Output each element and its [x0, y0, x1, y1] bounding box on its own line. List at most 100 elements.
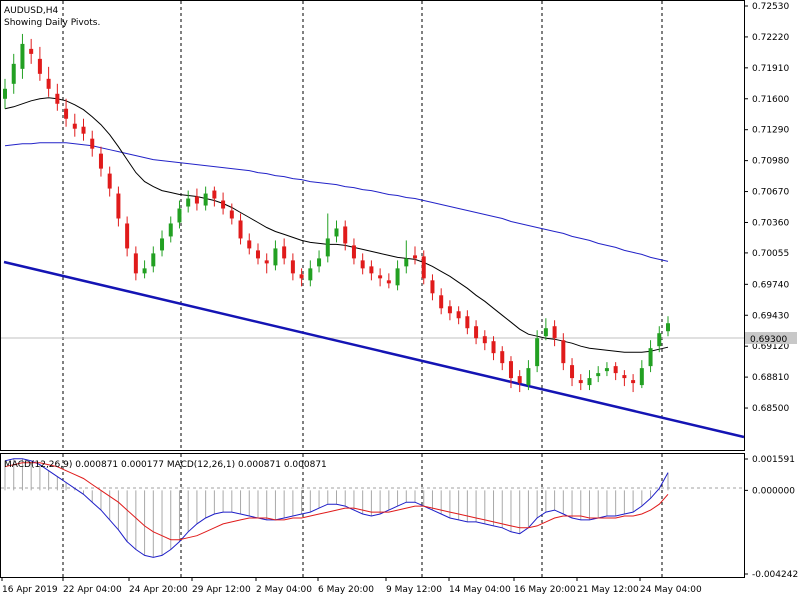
support-trendline	[3, 260, 745, 439]
candle-body	[648, 348, 653, 367]
time-tick-label: 22 Apr 04:00	[63, 585, 122, 595]
candle-body	[64, 108, 69, 119]
candle-body	[282, 246, 287, 259]
candle-body	[37, 58, 42, 74]
candle-body	[255, 250, 260, 259]
candle-body	[526, 368, 531, 386]
candle-body	[657, 333, 662, 347]
trendline	[3, 260, 745, 439]
price-tick-label: 0.68500	[752, 404, 789, 414]
candle-body	[596, 373, 601, 377]
candle-body	[133, 253, 138, 274]
candle-body	[474, 326, 479, 339]
candle-body	[55, 93, 60, 104]
candle-body	[273, 248, 278, 266]
candle-body	[561, 340, 566, 364]
time-tick-label: 14 May 04:00	[449, 585, 511, 595]
day-separators	[62, 1, 663, 577]
candle-body	[395, 268, 400, 286]
macd-lines	[4, 458, 669, 558]
candle-body	[613, 366, 618, 374]
price-tick-label: 0.68810	[752, 373, 789, 383]
candle-body	[212, 190, 217, 199]
price-tick-label: 0.72220	[752, 33, 789, 43]
candle-body	[264, 260, 269, 264]
candle-body	[20, 43, 25, 69]
candle-body	[317, 258, 322, 267]
candle-body	[430, 280, 435, 294]
time-tick-label: 2 May 04:00	[256, 585, 312, 595]
candle-body	[3, 88, 7, 99]
candle-body	[456, 311, 461, 319]
candle-body	[578, 380, 583, 384]
candle-body	[622, 375, 627, 379]
moving-average-slow	[4, 142, 669, 262]
candle-body	[343, 226, 348, 244]
price-tick-label: 0.70360	[752, 218, 789, 228]
candle-body	[125, 223, 130, 249]
candle-body	[325, 238, 330, 257]
candles	[3, 33, 670, 393]
candle-body	[587, 378, 592, 386]
candle-body	[151, 253, 156, 267]
candle-body	[535, 338, 540, 367]
candle-body	[482, 336, 487, 344]
price-tick-label: 0.71600	[752, 95, 789, 105]
candle-body	[160, 238, 165, 251]
candle-body	[413, 255, 418, 259]
candle-body	[308, 268, 313, 281]
price-tick-label: 0.70670	[752, 188, 789, 198]
candle-body	[369, 266, 374, 274]
candle-body	[666, 323, 670, 332]
candle-body	[177, 208, 182, 223]
candle-body	[604, 368, 609, 372]
price-tick-label: 0.69120	[752, 342, 789, 352]
ma-fast-line	[4, 97, 669, 353]
candle-body	[552, 326, 557, 339]
candle-body	[186, 198, 191, 207]
candle-body	[116, 193, 121, 219]
candle-body	[631, 380, 636, 384]
candle-body	[386, 280, 391, 284]
candle-body	[194, 196, 199, 204]
current-price-label: 0.69300	[750, 335, 787, 345]
macd-line	[4, 458, 669, 558]
candle-body	[439, 295, 444, 309]
candle-body	[351, 245, 356, 259]
price-axis: 0.72530 0.72220 0.71910 0.71600 0.71290 0.709…	[744, 2, 789, 414]
candle-body	[421, 256, 426, 279]
macd-tick-label: 0.000000	[752, 486, 795, 496]
time-tick-label: 9 May 12:00	[386, 585, 442, 595]
candle-body	[46, 78, 51, 89]
candle-body	[404, 258, 409, 267]
time-tick-label: 21 May 12:00	[577, 585, 639, 595]
time-tick-label: 16 May 20:00	[514, 585, 576, 595]
price-tick-label: 0.71910	[752, 64, 789, 74]
candle-body	[142, 268, 147, 274]
macd-label: MACD(12,26,9) 0.000871 0.000177 MACD(12,…	[4, 460, 327, 470]
time-tick-label: 29 Apr 12:00	[192, 585, 251, 595]
candle-body	[447, 306, 452, 314]
macd-histogram	[4, 458, 669, 558]
candle-body	[508, 361, 513, 379]
chart-subtitle: Showing Daily Pivots.	[4, 18, 100, 28]
time-tick-label: 16 Apr 2019	[2, 585, 58, 595]
signal-line	[4, 462, 669, 541]
candle-body	[247, 240, 252, 249]
candle-body	[98, 153, 103, 169]
price-tick-label: 0.69430	[752, 311, 789, 321]
candle-body	[570, 365, 575, 379]
ma-slow-line	[4, 142, 669, 262]
macd-axis: 0.001591 0.000000 -0.004242	[744, 455, 798, 580]
candle-body	[107, 173, 112, 189]
candle-body	[491, 341, 496, 354]
candle-body	[465, 316, 470, 329]
macd-tick-label: 0.001591	[752, 455, 795, 465]
candle-body	[229, 210, 234, 219]
candle-body	[11, 63, 16, 84]
candle-body	[299, 274, 304, 279]
time-axis: 16 Apr 2019 22 Apr 04:00 24 Apr 20:00 29 Ap…	[1, 577, 702, 595]
current-price-tag	[745, 332, 797, 344]
candle-body	[72, 123, 77, 129]
